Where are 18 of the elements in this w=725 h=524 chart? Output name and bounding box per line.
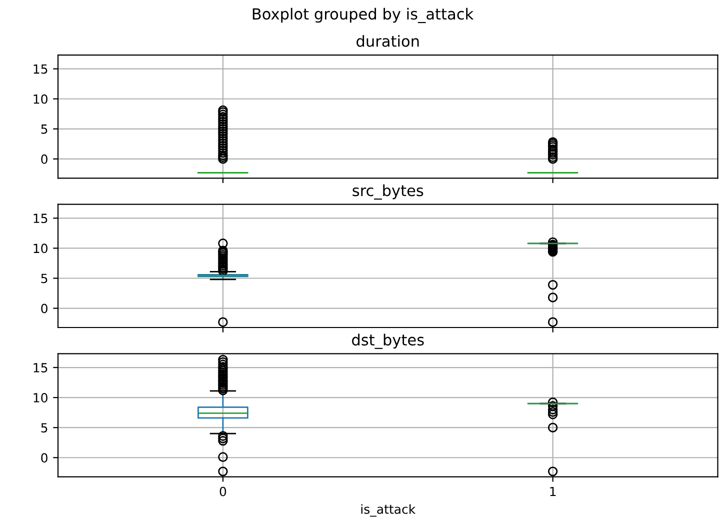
chart-title: src_bytes	[352, 184, 424, 200]
y-tick-label: 5	[41, 423, 48, 433]
y-tick-label: 0	[41, 154, 48, 164]
chart-title: dst_bytes	[352, 334, 424, 349]
y-tick-label: 15	[34, 64, 48, 74]
text: Boxplot grouped by is_attack	[252, 8, 474, 24]
y-tick-label: 5	[41, 274, 48, 284]
x-tick-label: 1	[550, 486, 556, 496]
y-tick-label: 10	[34, 244, 48, 254]
y-tick-label: 15	[34, 214, 48, 224]
y-tick-label: 10	[34, 393, 48, 402]
y-tick-label: 10	[34, 94, 48, 104]
y-tick-label: 5	[41, 124, 48, 134]
y-tick-label: 0	[41, 453, 48, 463]
x-axis-title: is_attack	[361, 504, 416, 517]
chart-title: duration	[356, 35, 419, 47]
y-tick-label: 0	[41, 304, 48, 314]
y-tick-label: 15	[34, 363, 48, 372]
